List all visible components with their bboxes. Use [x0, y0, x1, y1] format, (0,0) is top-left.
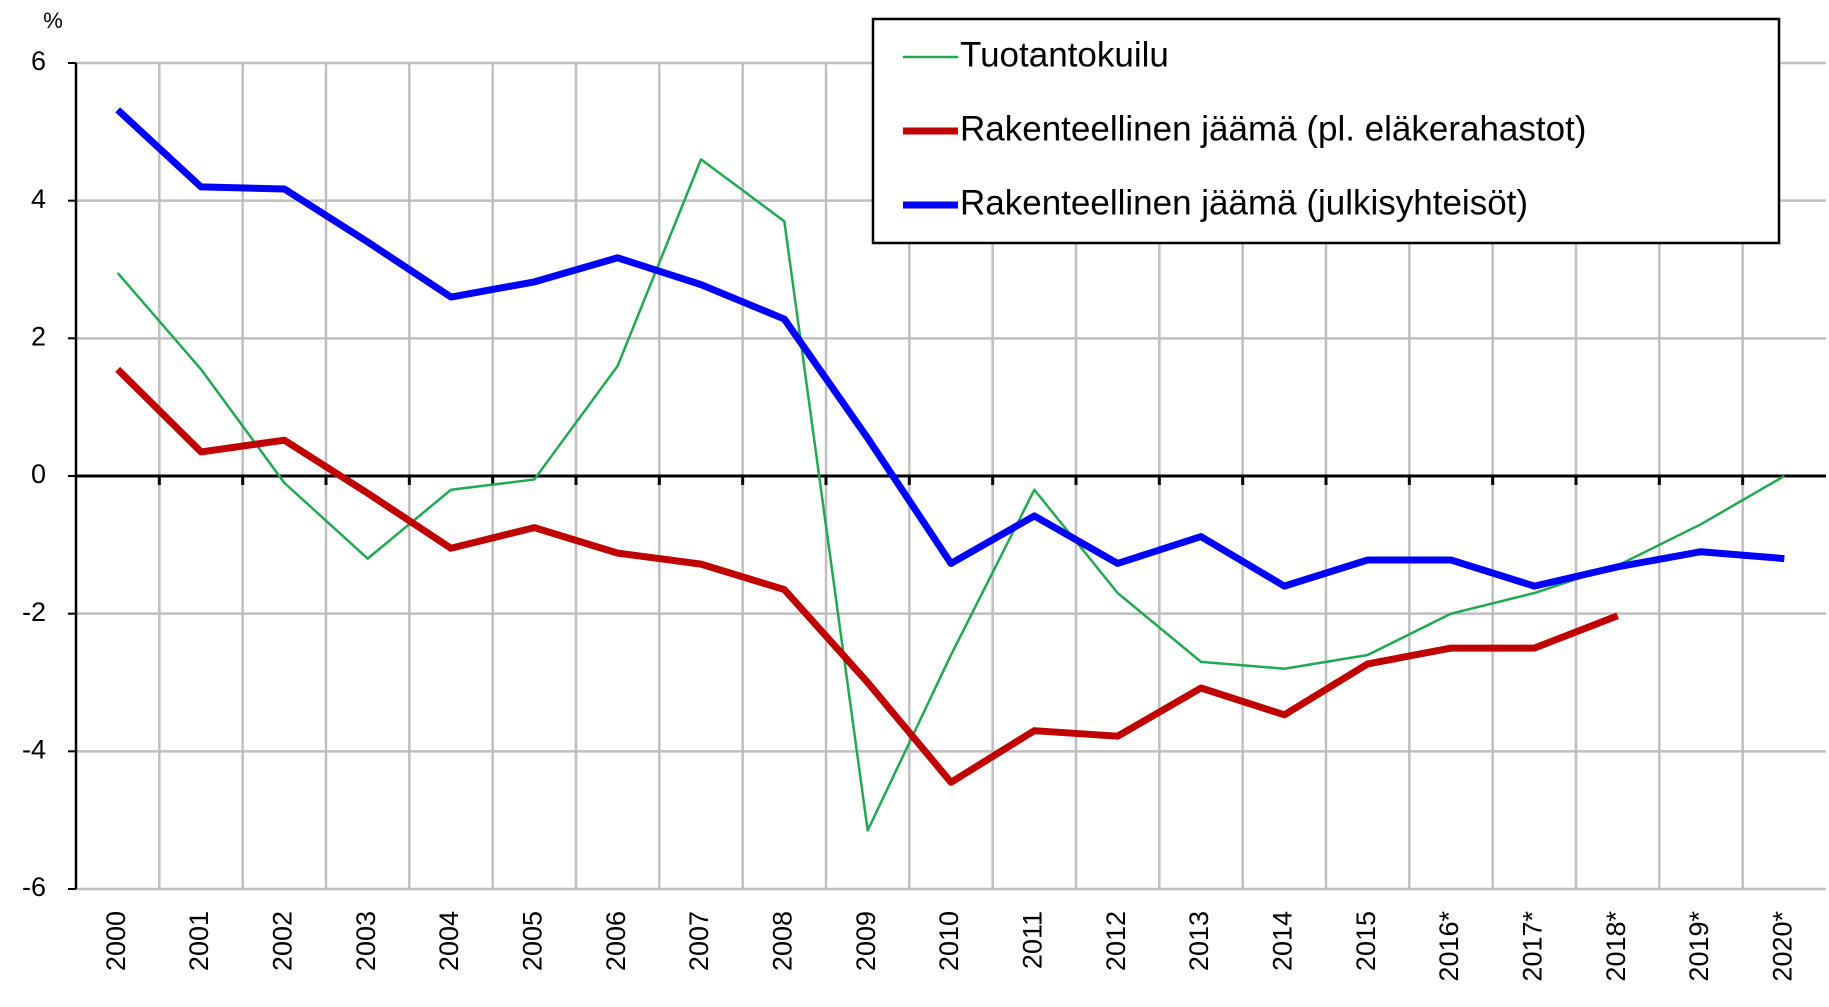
x-tick-label: 2014 — [1267, 911, 1297, 971]
series-line — [115, 366, 1619, 786]
legend-label: Rakenteellinen jäämä (julkisyhteisöt) — [960, 183, 1528, 222]
x-tick-label: 2002 — [267, 911, 297, 971]
series-line — [115, 107, 1785, 590]
x-tick-label: 2020* — [1767, 911, 1797, 982]
x-tick-label: 2018* — [1601, 911, 1631, 982]
x-tick-label: 2010 — [934, 911, 964, 971]
x-tick-label: 2000 — [101, 911, 131, 971]
x-tick-label: 2003 — [351, 911, 381, 971]
x-tick-label: 2013 — [1184, 911, 1214, 971]
x-tick-label: 2009 — [851, 911, 881, 971]
x-tick-label: 2008 — [767, 911, 797, 971]
x-tick-label: 2011 — [1017, 911, 1047, 969]
legend-label: Tuotantokuilu — [960, 35, 1169, 74]
series-line — [116, 158, 1785, 832]
x-tick-label: 2001 — [184, 911, 214, 971]
y-axis-label: % — [43, 8, 63, 33]
x-tick-label: 2015 — [1351, 911, 1381, 971]
y-tick-label: -4 — [22, 734, 46, 764]
x-tick-label: 2005 — [517, 911, 547, 971]
x-tick-label: 2012 — [1101, 911, 1131, 971]
y-tick-label: 6 — [31, 46, 46, 76]
x-tick-label: 2019* — [1684, 911, 1714, 982]
x-tick-label: 2007 — [684, 911, 714, 971]
y-tick-label: -6 — [22, 872, 46, 902]
x-tick-label: 2016* — [1434, 911, 1464, 982]
x-tick-label: 2006 — [601, 911, 631, 971]
y-tick-label: 0 — [31, 459, 46, 489]
legend-box — [871, 17, 1781, 245]
y-tick-label: -2 — [22, 597, 46, 627]
y-tick-label: 4 — [31, 184, 46, 214]
x-tick-label: 2017* — [1517, 911, 1547, 982]
legend-label: Rakenteellinen jäämä (pl. eläkerahastot) — [960, 109, 1586, 148]
y-tick-label: 2 — [31, 321, 46, 351]
x-tick-label: 2004 — [434, 911, 464, 971]
